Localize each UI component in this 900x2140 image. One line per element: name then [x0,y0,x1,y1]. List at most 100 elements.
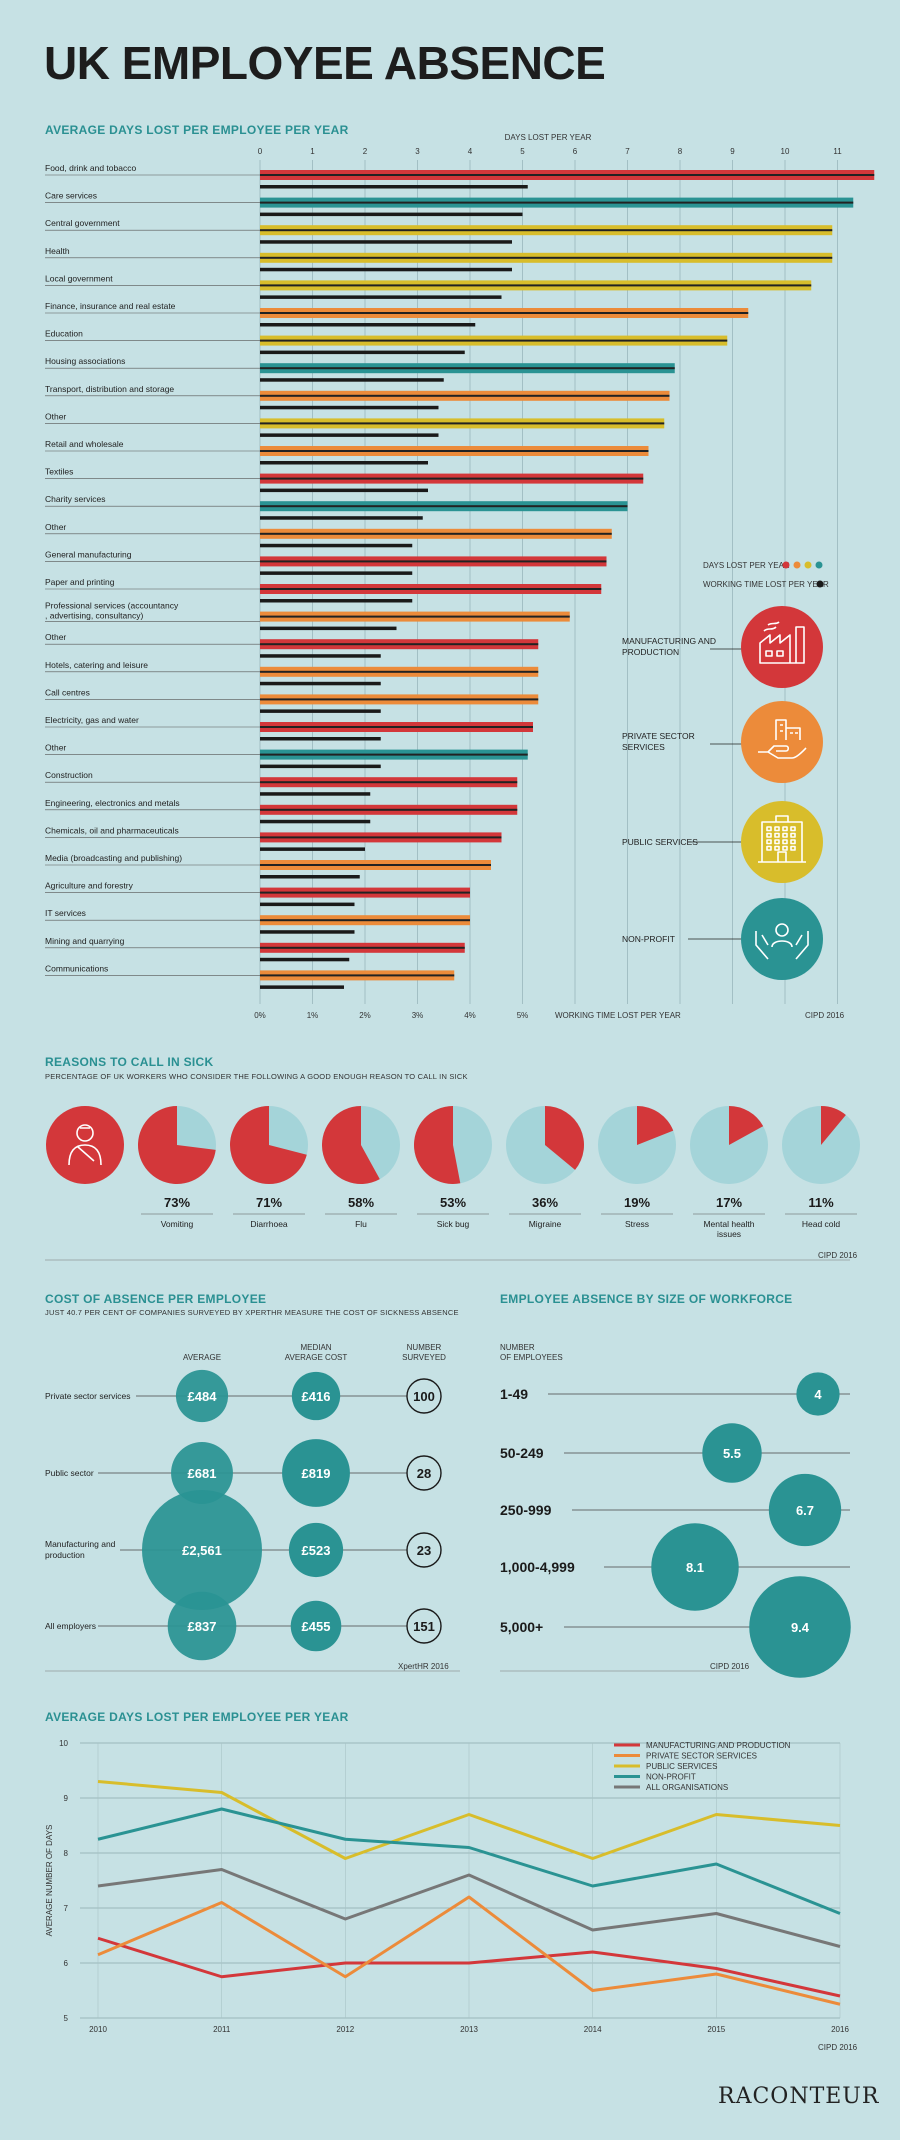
row-label: Hotels, catering and leisure [45,660,148,670]
row-label: Food, drink and tobacco [45,163,136,173]
y-tick-label: 10 [59,1739,68,1748]
size-bubble [796,1372,840,1416]
x-tick-label: 9 [730,147,735,156]
x-tick-label: 2015 [707,2025,725,2034]
pie-label: Mental health [703,1219,754,1229]
y-axis-label: AVERAGE NUMBER OF DAYS [45,1825,54,1937]
days-bar-stripe [260,670,539,673]
days-bar-stripe [260,284,812,287]
days-bar-stripe [260,946,465,949]
surveyed-value: 100 [413,1389,435,1404]
pie-section-subtitle: PERCENTAGE OF UK WORKERS WHO CONSIDER TH… [45,1072,468,1081]
surveyed-value: 28 [417,1466,431,1481]
row-label: Media (broadcasting and publishing) [45,853,182,863]
pie-label: Vomiting [161,1219,194,1229]
size-row-label: 1-49 [500,1386,528,1402]
cost-row-label: Manufacturing and [45,1539,116,1549]
sector-label: PRODUCTION [622,647,679,657]
bar-chart-title: AVERAGE DAYS LOST PER EMPLOYEE PER YEAR [45,123,349,137]
median-cost-value: £523 [302,1543,331,1558]
y-tick-label: 8 [64,1849,69,1858]
days-lost-bar-chart: DAYS LOST PER YEAR 0 1 2 3 4 5 6 7 8 9 10 11 Food, dr… [45,133,875,1018]
x-tick-label: 4 [468,147,473,156]
sector-label: SERVICES [622,742,665,752]
days-bar-stripe [260,836,502,839]
time-bar [260,737,381,741]
median-cost-value: £416 [302,1389,331,1404]
pie-label: Stress [625,1219,649,1229]
legend-dot [815,561,823,569]
time-bar [260,819,371,824]
pie-slice [414,1106,461,1184]
pie-label: Sick bug [437,1219,470,1229]
x-tick-label: 2012 [336,2025,354,2034]
sector-label: MANUFACTURING AND [622,636,716,646]
row-label: Local government [45,273,113,283]
pie-slice [230,1106,307,1184]
size-bubble [702,1423,762,1483]
days-bar-stripe [260,532,612,535]
line-section-title: AVERAGE DAYS LOST PER EMPLOYEE PER YEAR [45,1710,349,1724]
row-label: , advertising, consultancy) [45,611,143,621]
median-cost-value: £455 [302,1619,331,1634]
x-tick-label: 2013 [460,2025,478,2034]
days-lost-line-chart: 5 6 7 8 9 10 2010 2011 2012 2013 2014 2015 2016 AVERA… [45,1739,858,2052]
time-bar [260,212,523,217]
series-line-manufacturing [97,1936,841,1998]
pie-value: 36% [532,1195,558,1210]
time-bar [260,957,350,962]
row-label: Agriculture and forestry [45,881,134,891]
days-bar-stripe [260,698,539,701]
time-bar [260,378,444,382]
legend-label: ALL ORGANISATIONS [646,1783,728,1792]
top-axis-label: DAYS LOST PER YEAR [505,133,592,142]
average-cost-value: £484 [188,1389,218,1404]
legend-label: PUBLIC SERVICES [646,1762,717,1771]
y-tick-label: 7 [64,1904,69,1913]
row-label: Health [45,246,70,256]
time-bar [260,516,423,520]
days-bar-stripe [260,615,570,618]
row-label: Transport, distribution and storage [45,384,174,394]
average-cost-value: £837 [188,1619,217,1634]
pie-value: 19% [624,1195,650,1210]
x-tick-label: 2011 [213,2025,231,2034]
hands-person-icon [741,898,823,980]
x-tick-label: 2010 [89,2025,107,2034]
pct-tick-label: 4% [464,1011,476,1018]
cost-column-header: AVERAGE [183,1353,221,1362]
x-tick-label: 7 [625,147,630,156]
days-bar-stripe [260,312,749,314]
factory-icon [741,606,823,688]
x-tick-label: 8 [678,147,683,156]
time-bar [260,267,512,272]
sick-person-icon-glyph [68,1124,102,1166]
y-tick-label: 5 [64,2014,69,2023]
x-tick-label: 2014 [584,2025,602,2034]
time-bar [260,875,360,879]
cost-row-label: All employers [45,1621,96,1631]
legend-dot [804,561,812,569]
office-building-icon [741,801,823,883]
x-tick-label: 5 [520,147,525,156]
time-bar [260,571,413,575]
pie-slice [729,1106,764,1145]
series-line-all [97,1868,841,1948]
days-bar-stripe [260,422,665,425]
average-cost-value: £681 [188,1466,217,1481]
cost-row-label: Public sector [45,1468,94,1478]
surveyed-value: 151 [413,1619,435,1634]
cost-column-header: NUMBER [407,1343,442,1352]
legend-dot [793,561,801,569]
cost-section-subtitle: JUST 40.7 PER CENT OF COMPANIES SURVEYED… [45,1308,459,1317]
series-line-public [97,1780,841,1860]
time-bar [260,626,397,631]
hand-buildings-icon [741,701,823,783]
series-line-nonprofit [97,1807,841,1915]
row-label: Other [45,743,66,753]
size-value: 9.4 [791,1620,810,1635]
surveyed-circle [406,1455,442,1491]
median-cost-bubble [290,1600,342,1652]
